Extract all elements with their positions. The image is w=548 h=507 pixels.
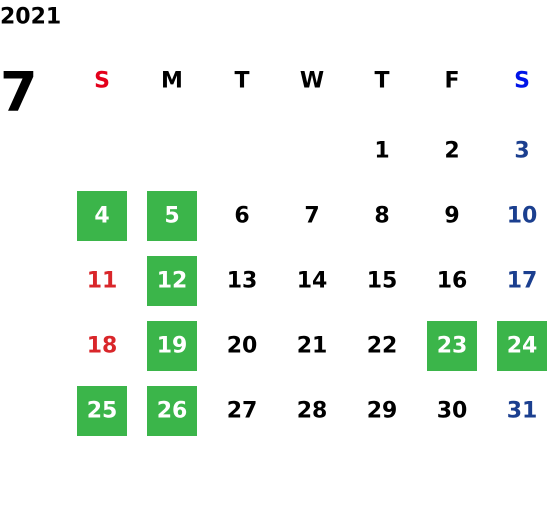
highlight-box (147, 321, 197, 371)
day-number: 23 (437, 334, 468, 359)
day-number: 8 (374, 204, 389, 229)
weekday-label: W (300, 69, 324, 94)
day-number: 21 (297, 334, 328, 359)
weekday-label: T (374, 69, 389, 94)
highlight-box (427, 321, 477, 371)
day-number: 3 (514, 139, 529, 164)
year: 2021 (0, 5, 61, 30)
weekday-label: T (234, 69, 249, 94)
day-number: 27 (227, 399, 258, 424)
highlight-box (147, 386, 197, 436)
day-number: 13 (227, 269, 258, 294)
weekday-label: S (94, 69, 110, 94)
day-number: 1 (374, 139, 389, 164)
day-number: 22 (367, 334, 398, 359)
day-number: 18 (87, 334, 118, 359)
day-number: 20 (227, 334, 258, 359)
day-number: 6 (234, 204, 249, 229)
weekday-label: S (514, 69, 530, 94)
day-number: 17 (507, 269, 538, 294)
day-number: 29 (367, 399, 398, 424)
day-number: 19 (157, 334, 188, 359)
day-number: 12 (157, 269, 188, 294)
day-number: 16 (437, 269, 468, 294)
highlight-box (147, 191, 197, 241)
weekday-label: F (444, 69, 459, 94)
day-number: 31 (507, 399, 538, 424)
day-number: 10 (507, 204, 538, 229)
month: 7 (0, 61, 38, 124)
day-number: 26 (157, 399, 188, 424)
highlight-box (497, 321, 547, 371)
day-number: 11 (87, 269, 118, 294)
highlight-box (77, 386, 127, 436)
highlight-box (77, 191, 127, 241)
day-number: 7 (304, 204, 319, 229)
day-number: 2 (444, 139, 459, 164)
day-number: 9 (444, 204, 459, 229)
day-number: 24 (507, 334, 538, 359)
day-number: 25 (87, 399, 118, 424)
day-number: 14 (297, 269, 328, 294)
day-number: 4 (94, 204, 109, 229)
highlight-box (147, 256, 197, 306)
day-number: 5 (164, 204, 179, 229)
weekday-label: M (161, 69, 183, 94)
day-number: 28 (297, 399, 328, 424)
day-number: 15 (367, 269, 398, 294)
day-number: 30 (437, 399, 468, 424)
